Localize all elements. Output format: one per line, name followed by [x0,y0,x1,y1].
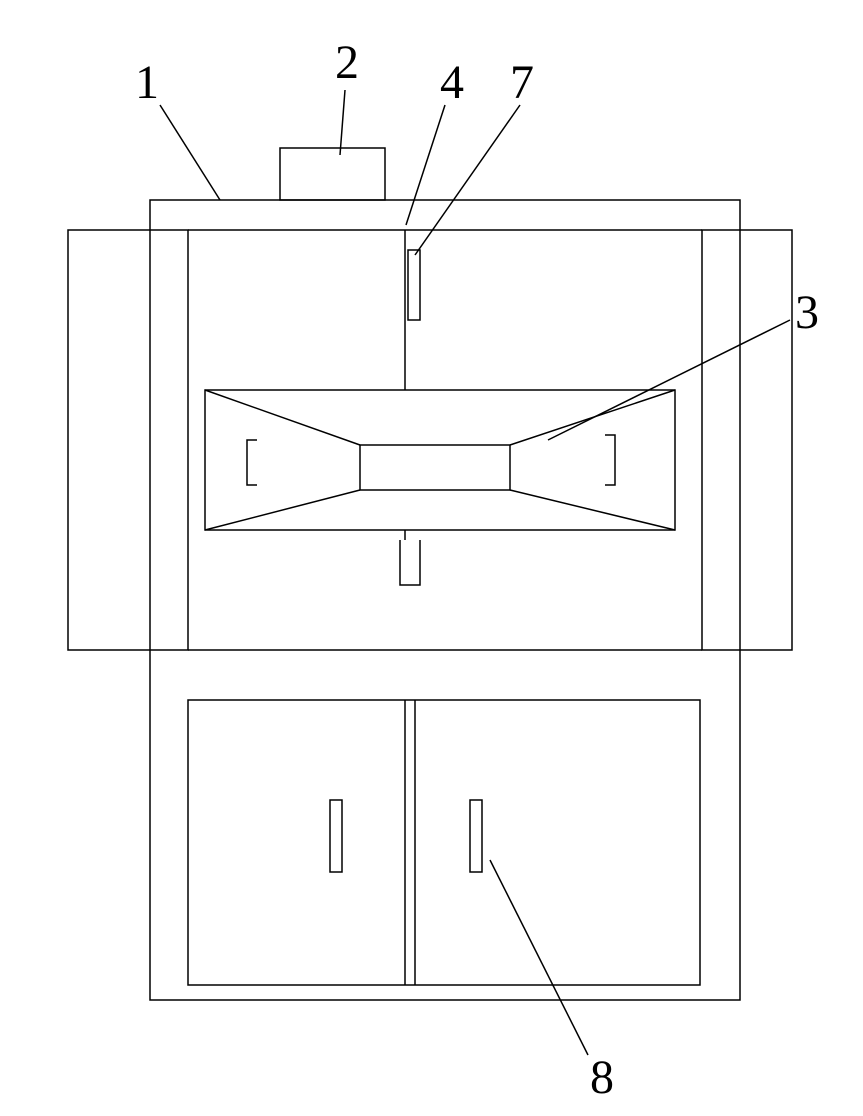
top-handle [408,250,420,320]
hopper-handle-left [247,440,257,485]
leader-1 [160,105,220,200]
lower-panel [188,700,700,985]
hopper-handle-right [605,435,615,485]
hopper-inner [360,445,510,490]
leader-8 [490,860,588,1055]
left-wing [68,230,188,650]
leader-3 [548,320,790,440]
technical-diagram: 1 2 4 7 3 8 [0,0,863,1116]
label-7: 7 [510,55,534,110]
hopper-line-bl [205,490,360,530]
under-hopper-handle [400,540,420,585]
label-1: 1 [135,55,159,110]
hopper-line-br [510,490,675,530]
leader-7 [415,105,520,255]
leader-4 [406,105,445,225]
label-2: 2 [335,35,359,90]
leader-2 [340,90,345,155]
outer-frame [150,200,740,1000]
diagram-svg [0,0,863,1116]
lower-handle-right [470,800,482,872]
label-8: 8 [590,1050,614,1105]
hopper-outer [205,390,675,530]
lower-handle-left [330,800,342,872]
label-3: 3 [795,285,819,340]
top-box [280,148,385,200]
right-wing [702,230,792,650]
hopper-line-tl [205,390,360,445]
label-4: 4 [440,55,464,110]
